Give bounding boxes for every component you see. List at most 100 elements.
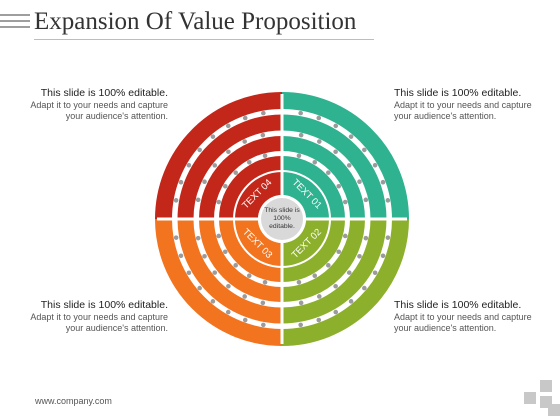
ring-dot xyxy=(296,153,302,159)
ring-dot xyxy=(260,132,266,138)
ring-dot xyxy=(261,110,266,116)
ring-arc xyxy=(199,218,283,302)
ring-dot xyxy=(362,285,367,291)
ring-dot xyxy=(242,294,247,299)
ring-dot xyxy=(197,147,202,153)
ring-dot xyxy=(363,197,369,203)
ring-dot xyxy=(298,322,303,328)
ring-dot xyxy=(210,134,216,139)
ring-dot xyxy=(186,162,192,168)
ring-dot xyxy=(212,270,218,275)
ring-arc xyxy=(155,218,283,346)
ring-dot xyxy=(317,294,322,299)
corner-decoration xyxy=(524,392,536,404)
ring-dot xyxy=(380,253,386,259)
ring-dot xyxy=(212,163,218,168)
ring-dot xyxy=(312,273,318,279)
ring-dot xyxy=(317,139,322,144)
ring-dot xyxy=(186,270,192,276)
callout-heading: This slide is 100% editable. xyxy=(394,299,522,311)
ring-arc xyxy=(281,218,409,346)
ring-arc xyxy=(177,218,283,324)
callout-heading: This slide is 100% editable. xyxy=(394,87,522,99)
ring-dot xyxy=(326,170,331,175)
ring-dot xyxy=(372,162,378,168)
ring-dot xyxy=(173,235,179,240)
ring-dot xyxy=(385,198,391,203)
ring-dot xyxy=(210,299,216,304)
callout-heading: This slide is 100% editable. xyxy=(40,299,168,311)
center-circle xyxy=(261,198,303,240)
ring-dot xyxy=(260,300,266,306)
ring-arc xyxy=(155,92,283,220)
callout-bottom-left: This slide is 100% editable. Adapt it to… xyxy=(28,300,168,334)
ring-dot xyxy=(326,263,331,268)
ring-dot xyxy=(333,149,338,155)
ring-dot xyxy=(316,115,322,121)
ring-arc xyxy=(281,136,365,220)
ring-dot xyxy=(357,179,362,184)
ring-dot xyxy=(333,123,339,129)
ring-dot xyxy=(342,199,348,205)
ring-dot xyxy=(222,183,228,189)
ring-dot xyxy=(216,199,222,205)
ring-arc xyxy=(281,92,409,220)
center-text: This slide is 100% editable. xyxy=(264,207,300,230)
ring-dot xyxy=(333,283,338,289)
ring-arc xyxy=(219,218,283,282)
ring-dot xyxy=(202,254,207,259)
ring-dot xyxy=(242,139,247,144)
ring-dot xyxy=(173,198,179,203)
ring-arc xyxy=(281,218,387,324)
callout-body: Adapt it to your needs and capture your … xyxy=(30,312,168,333)
ring-dot xyxy=(226,283,231,289)
page-title: Expansion Of Value Proposition xyxy=(34,8,357,35)
ring-arc xyxy=(281,218,365,302)
ring-dot xyxy=(262,153,268,159)
ring-dot xyxy=(195,235,201,241)
ring-dot xyxy=(312,159,318,165)
ring-dot xyxy=(348,134,354,139)
ring-dot xyxy=(178,253,184,259)
ring-arc xyxy=(177,114,283,220)
callout-heading: This slide is 100% editable. xyxy=(40,87,168,99)
footer-url: www.company.com xyxy=(35,396,112,406)
ring-dot xyxy=(225,123,231,129)
ring-dot xyxy=(363,235,369,241)
corner-decoration xyxy=(548,404,560,416)
ring-dot xyxy=(233,170,238,175)
ring-dot xyxy=(333,309,339,315)
quadrant-label-band xyxy=(282,219,329,266)
ring-dot xyxy=(233,263,238,268)
ring-dot xyxy=(195,197,201,203)
ring-dot xyxy=(348,299,354,304)
ring-dot xyxy=(298,110,303,116)
ring-arc xyxy=(199,136,283,220)
callout-top-left: This slide is 100% editable. Adapt it to… xyxy=(28,88,168,122)
quadrant-label-band xyxy=(235,219,282,266)
callout-bottom-right: This slide is 100% editable. Adapt it to… xyxy=(394,300,534,334)
ring-dot xyxy=(225,309,231,315)
ring-dot xyxy=(380,179,386,185)
ring-dot xyxy=(261,322,266,328)
ring-dot xyxy=(216,233,222,239)
ring-dot xyxy=(336,183,342,189)
ring-arc xyxy=(281,156,345,220)
ring-dot xyxy=(372,270,378,276)
ring-dot xyxy=(202,179,207,184)
corner-decoration xyxy=(540,380,552,392)
callout-body: Adapt it to your needs and capture your … xyxy=(30,100,168,121)
ring-dot xyxy=(197,285,202,291)
ring-dot xyxy=(316,317,322,323)
ring-dot xyxy=(296,279,302,285)
callout-top-right: This slide is 100% editable. Adapt it to… xyxy=(394,88,534,122)
ring-dot xyxy=(346,163,352,168)
ring-dot xyxy=(242,115,248,121)
ring-dot xyxy=(362,147,367,153)
ring-dot xyxy=(226,149,231,155)
quadrant-label-band xyxy=(235,172,282,219)
ring-dot xyxy=(262,279,268,285)
ring-dot xyxy=(242,317,248,323)
ring-arc xyxy=(281,114,387,220)
ring-dot xyxy=(336,249,342,255)
